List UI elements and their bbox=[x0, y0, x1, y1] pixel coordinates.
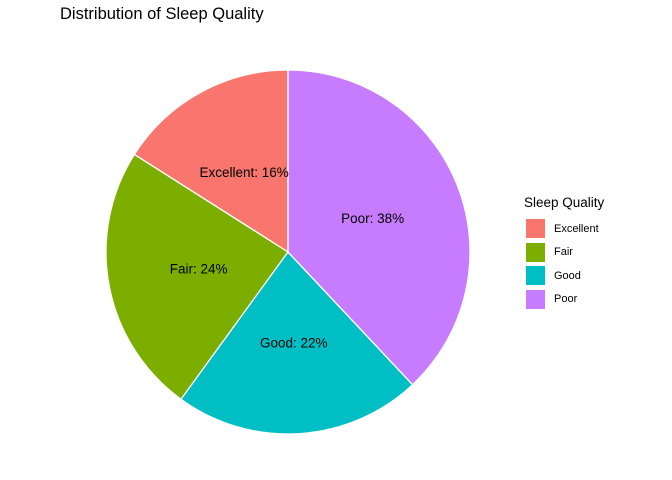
legend-label-poor: Poor bbox=[554, 293, 578, 306]
pie-slice-good bbox=[180, 250, 414, 435]
legend-label-excellent: Excellent bbox=[554, 222, 599, 235]
legend-label-fair: Fair bbox=[554, 246, 573, 259]
legend-label-good: Good bbox=[554, 269, 581, 282]
legend-title: Sleep Quality bbox=[524, 195, 605, 210]
legend: Sleep Quality Excellent Fair Good Poor bbox=[524, 195, 604, 311]
pie-slice-excellent bbox=[133, 69, 289, 254]
pie-labels: Excellent: 16% Fair: 24% Good: 22% Poor: 38… bbox=[170, 165, 404, 351]
slice-label-excellent: Excellent: 16% bbox=[200, 165, 289, 180]
legend-swatch-fair bbox=[526, 242, 545, 262]
slice-label-fair: Fair: 24% bbox=[170, 262, 228, 277]
legend-item-good: Good bbox=[524, 264, 604, 288]
legend-swatch-poor bbox=[526, 289, 545, 309]
legend-item-poor: Poor bbox=[524, 288, 604, 312]
pie-slices bbox=[105, 69, 471, 435]
legend-swatch-excellent bbox=[526, 219, 545, 239]
legend-items: Excellent Fair Good Poor bbox=[524, 217, 604, 311]
chart-title: Distribution of Sleep Quality bbox=[60, 5, 264, 23]
pie-slice-poor bbox=[287, 69, 471, 386]
legend-item-excellent: Excellent bbox=[524, 217, 604, 241]
legend-item-fair: Fair bbox=[524, 241, 604, 265]
slice-label-good: Good: 22% bbox=[260, 335, 328, 350]
pie-slice-fair bbox=[105, 153, 289, 401]
legend-swatch-good bbox=[526, 266, 545, 286]
slice-label-poor: Poor: 38% bbox=[341, 211, 404, 226]
